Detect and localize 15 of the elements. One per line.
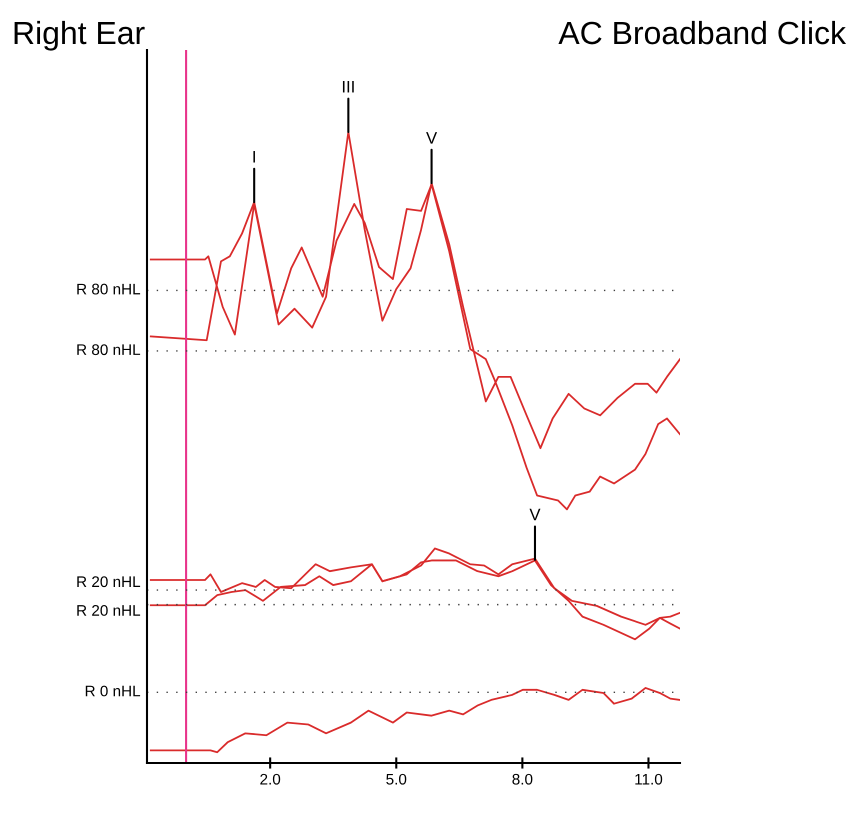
- x-tick-label: 5.0: [386, 774, 406, 785]
- x-tick-label: 11.0: [635, 774, 662, 785]
- chart-subtitle: AC Broadband Click: [558, 20, 846, 44]
- x-tick-label: 8.0: [512, 774, 532, 785]
- ref-line-label: R 80 nHL: [77, 284, 140, 294]
- ref-line-label: R 20 nHL: [77, 605, 140, 616]
- chart-title: Right Ear: [14, 20, 145, 51]
- ref-line-label: R 80 nHL: [77, 344, 140, 356]
- annotation: V: [529, 508, 540, 520]
- ref-line-label: R 0 nHL: [86, 686, 140, 696]
- annotation: I: [253, 151, 255, 162]
- annotation: III: [342, 80, 354, 92]
- x-tick-label: 2.0: [260, 774, 280, 785]
- ref-line-label: R 20 nHL: [77, 576, 140, 588]
- annotation: V: [426, 132, 438, 144]
